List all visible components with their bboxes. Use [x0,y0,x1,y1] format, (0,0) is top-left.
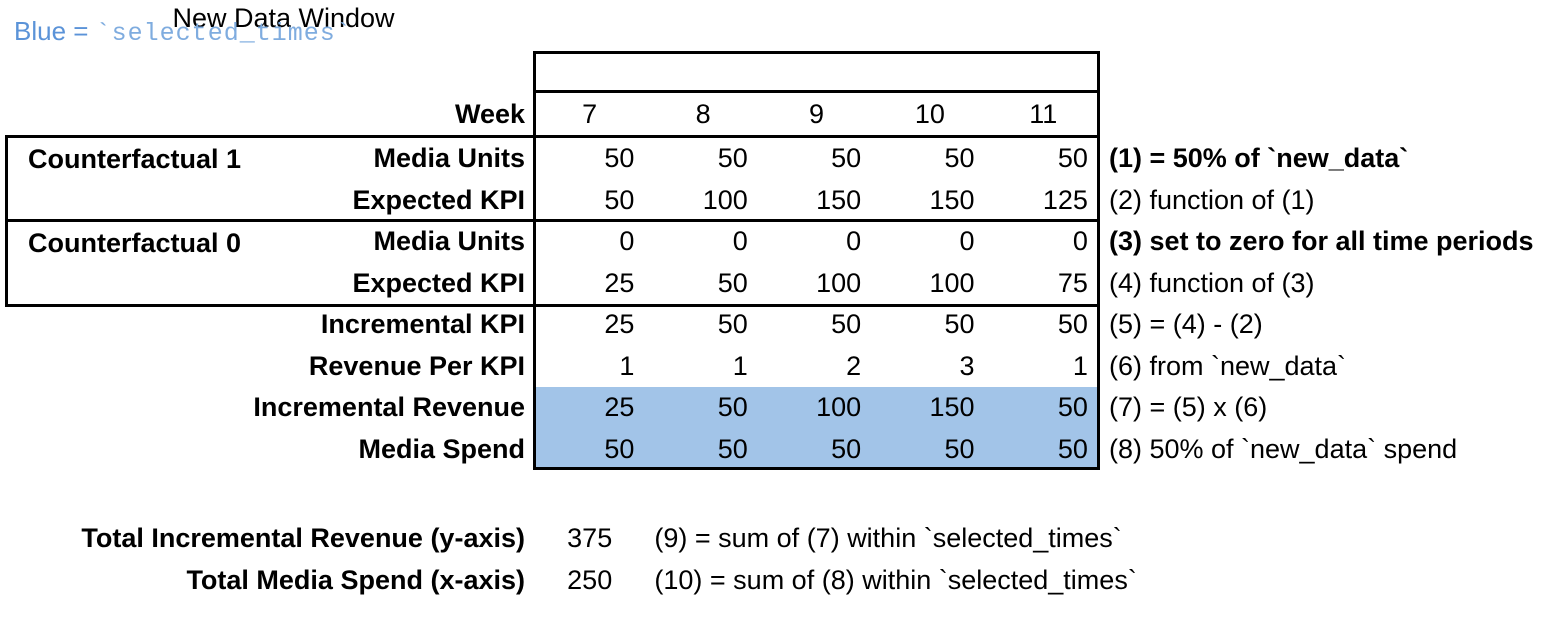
table-cell: 50 [717,392,748,423]
table-cell: 25 [604,309,635,340]
total-label: Total Media Spend (x-axis) [186,565,525,595]
counterfactual-bottom-line [5,304,1100,307]
table-row-incremental-kpi: Incremental KPI 25 50 50 50 50 (5) = (4)… [0,304,1544,346]
table-cell: 100 [816,392,862,423]
table-row-expected-kpi-cf1: Expected KPI 50 100 150 150 125 (2) func… [0,180,1544,222]
total-value: 375 [567,523,613,553]
row-label: Expected KPI [352,184,525,215]
total-incremental-revenue-row: Total Incremental Revenue (y-axis) 375 (… [0,520,1544,557]
total-annotation-9: (9) = sum of (7) within `selected_times` [654,523,1122,553]
legend-prefix: Blue = [14,16,96,46]
table-cell: 50 [831,433,862,464]
row-annotation-3: (3) set to zero for all time periods [1108,226,1534,257]
table-cell: 50 [944,433,975,464]
label-box-left-border [5,135,8,307]
table-cell: 2 [846,350,862,381]
selected-times-highlight [536,387,1097,469]
row-annotation-7: (7) = (5) x (6) [1108,392,1268,423]
table-cell: 50 [1057,143,1088,174]
total-media-spend-row: Total Media Spend (x-axis) 250 (10) = su… [0,562,1544,599]
table-cell: 1 [1072,350,1088,381]
table-cell: 150 [929,392,975,423]
table-cell: 75 [1057,267,1088,298]
group-label-counterfactual-1: Counterfactual 1 [28,143,242,174]
row-label: Revenue Per KPI [308,350,525,381]
total-value: 250 [567,565,613,595]
row-label: Incremental Revenue [253,392,525,423]
table-cell: 25 [604,267,635,298]
row-label: Media Units [373,226,525,257]
table-cell: 50 [1057,309,1088,340]
table-body: Media Units 50 50 50 50 50 (1) = 50% of … [0,138,1544,470]
table-cell: 100 [929,267,975,298]
table-cell: 100 [702,184,748,215]
new-data-window-header: New Data Window [172,2,395,33]
row-annotation-4: (4) function of (3) [1108,267,1315,298]
table-cell: 125 [1042,184,1088,215]
week-label: Week [454,98,525,129]
table-cell: 50 [944,143,975,174]
week-header-row: Week 7 8 9 10 11 [0,93,1544,135]
week-row-underline [5,135,1100,138]
week-col-header: 10 [914,98,945,129]
table-cell: 0 [732,226,748,257]
table-cell: 150 [929,184,975,215]
table-cell: 50 [944,309,975,340]
header-underline [533,90,1100,93]
table-cell: 50 [717,143,748,174]
table-row-incremental-revenue: Incremental Revenue 25 50 100 150 50 (7)… [0,387,1544,429]
total-label: Total Incremental Revenue (y-axis) [81,523,525,553]
counterfactual-divider-line [5,219,1100,222]
table-cell: 50 [831,309,862,340]
table-cell: 0 [1072,226,1088,257]
table-cell: 0 [959,226,975,257]
data-block-border [533,51,1100,470]
week-col-header: 7 [582,98,598,129]
table-cell: 50 [717,309,748,340]
row-annotation-1: (1) = 50% of `new_data` [1108,143,1409,174]
table-cell: 50 [604,184,635,215]
row-annotation-6: (6) from `new_data` [1108,350,1347,381]
table-cell: 50 [717,267,748,298]
table-row-media-spend: Media Spend 50 50 50 50 50 (8) 50% of `n… [0,429,1544,471]
table-row-expected-kpi-cf0: Expected KPI 25 50 100 100 75 (4) functi… [0,263,1544,305]
table-cell: 0 [846,226,862,257]
table-cell: 3 [959,350,975,381]
week-col-header: 9 [808,98,824,129]
table-cell: 50 [1057,392,1088,423]
row-annotation-8: (8) 50% of `new_data` spend [1108,433,1458,464]
table-cell: 100 [816,267,862,298]
table-cell: 25 [604,392,635,423]
table-cell: 50 [717,433,748,464]
table-cell: 50 [831,143,862,174]
table-cell: 50 [1057,433,1088,464]
row-annotation-5: (5) = (4) - (2) [1108,309,1263,340]
table-row-media-units-cf0: Media Units 0 0 0 0 0 (3) set to zero fo… [0,221,1544,263]
row-annotation-2: (2) function of (1) [1108,184,1315,215]
table-cell: 1 [732,350,748,381]
row-label: Expected KPI [352,267,525,298]
table-row-media-units-cf1: Media Units 50 50 50 50 50 (1) = 50% of … [0,138,1544,180]
week-col-header: 8 [695,98,711,129]
table-cell: 0 [619,226,635,257]
table-cell: 1 [619,350,635,381]
table-cell: 150 [816,184,862,215]
week-col-header: 11 [1029,98,1058,129]
row-label: Incremental KPI [320,309,525,340]
table-cell: 50 [604,143,635,174]
table-row-revenue-per-kpi: Revenue Per KPI 1 1 2 3 1 (6) from `new_… [0,346,1544,388]
total-annotation-10: (10) = sum of (8) within `selected_times… [654,565,1137,595]
row-label: Media Spend [358,433,525,464]
row-label: Media Units [373,143,525,174]
blue-legend: Blue = `selected_times` [14,16,352,48]
table-cell: 50 [604,433,635,464]
legend-code-selected-times: `selected_times` [95,19,352,48]
group-label-counterfactual-0: Counterfactual 0 [28,227,242,258]
